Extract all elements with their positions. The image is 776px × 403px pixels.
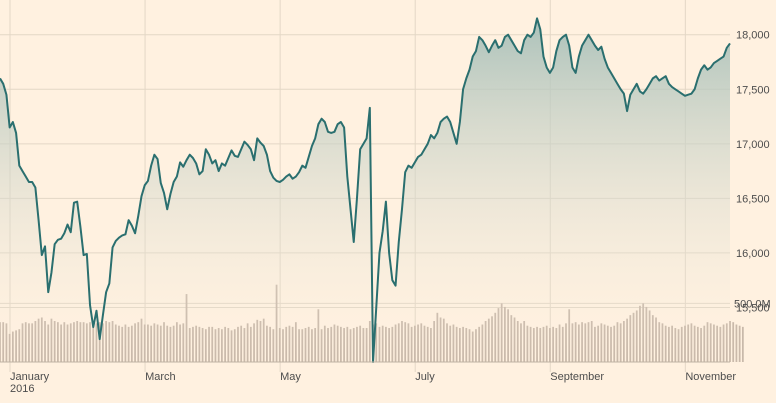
y-tick-label: 17,000: [736, 139, 770, 151]
x-tick-label: July: [415, 371, 435, 383]
x-tick-label: March: [145, 371, 176, 383]
y-tick-label: 16,000: [736, 248, 770, 260]
y-tick-label: 15,500: [736, 302, 770, 314]
price-area-fill: [0, 18, 730, 363]
area-layer: [0, 17, 731, 363]
price-line: [0, 17, 731, 363]
x-tick-label: May: [280, 371, 301, 383]
volume-tick-label: 500.0M: [734, 298, 771, 310]
y-tick-label: 16,500: [736, 193, 770, 205]
volume-bar: [738, 325, 741, 362]
x-year-label: 2016: [10, 383, 34, 395]
x-tick-label: September: [550, 371, 604, 383]
volume-bar: [732, 322, 735, 362]
volume-bar: [741, 326, 744, 362]
volume-bar: [735, 324, 738, 362]
y-tick-label: 17,500: [736, 84, 770, 96]
axis-layer: 15,500 16,000 16,500 17,000 17,500 18,000 Janu…: [0, 30, 771, 383]
y-tick-label: 18,000: [736, 30, 770, 42]
x-tick-label: November: [685, 371, 736, 383]
x-tick-label: January: [10, 371, 50, 383]
